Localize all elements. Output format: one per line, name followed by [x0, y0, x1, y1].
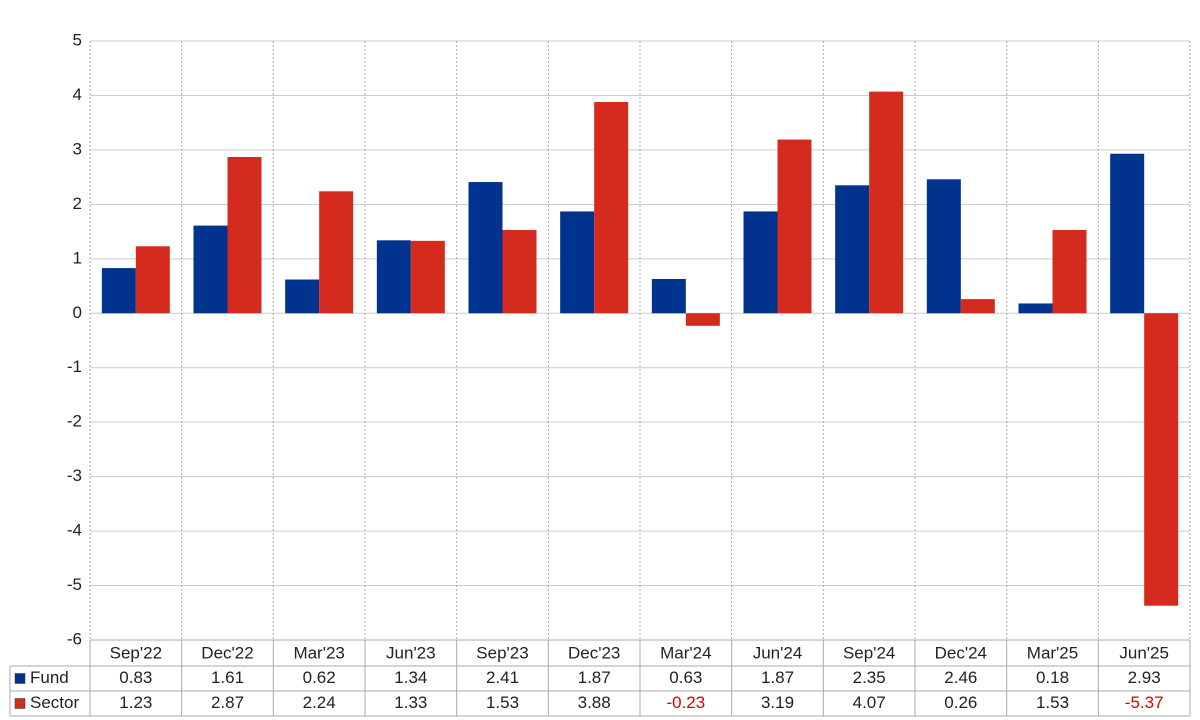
y-tick-label: -3: [67, 466, 82, 485]
bar: [135, 246, 170, 314]
x-tick-label: Mar'25: [1027, 643, 1078, 662]
bar: [1144, 313, 1179, 606]
table-value: 2.35: [853, 668, 886, 687]
table-value: 1.53: [486, 693, 519, 712]
table-value: 2.41: [486, 668, 519, 687]
bar: [869, 91, 904, 314]
y-tick-label: 4: [73, 85, 82, 104]
bar: [319, 191, 354, 314]
x-tick-label: Mar'23: [293, 643, 344, 662]
bar: [777, 139, 812, 314]
legend-label: Fund: [30, 668, 69, 687]
table-value: 2.93: [1128, 668, 1161, 687]
bar: [101, 268, 136, 314]
x-tick-label: Jun'24: [753, 643, 803, 662]
y-tick-label: -5: [67, 575, 82, 594]
y-tick-label: 2: [73, 194, 82, 213]
bar: [685, 313, 720, 326]
table-value: 1.87: [761, 668, 794, 687]
x-tick-label: Sep'24: [843, 643, 895, 662]
table-value: 0.18: [1036, 668, 1069, 687]
legend-swatch: [14, 698, 26, 709]
table-value: 0.26: [944, 693, 977, 712]
bar: [468, 182, 503, 314]
x-tick-label: Jun'25: [1119, 643, 1169, 662]
bar: [743, 211, 778, 314]
table-value: 1.34: [394, 668, 427, 687]
table-value: 0.63: [669, 668, 702, 687]
y-tick-label: 3: [73, 139, 82, 158]
x-tick-label: Sep'23: [476, 643, 528, 662]
legend-swatch: [14, 673, 26, 684]
table-value: 4.07: [853, 693, 886, 712]
y-tick-label: -4: [67, 521, 82, 540]
bar: [285, 279, 320, 314]
legend-label: Sector: [30, 693, 79, 712]
bar: [227, 156, 262, 314]
x-tick-label: Sep'22: [110, 643, 162, 662]
table-value: 2.24: [303, 693, 336, 712]
bar: [502, 229, 537, 314]
bar: [960, 299, 995, 314]
bar: [193, 225, 228, 314]
bar: [1110, 153, 1145, 314]
bar: [376, 240, 411, 314]
bar: [560, 211, 595, 314]
x-tick-label: Dec'23: [568, 643, 620, 662]
bar: [1052, 229, 1087, 314]
table-value: 0.62: [303, 668, 336, 687]
table-value: 2.46: [944, 668, 977, 687]
table-value: 1.87: [578, 668, 611, 687]
x-tick-label: Jun'23: [386, 643, 436, 662]
table-value: -5.37: [1125, 693, 1164, 712]
bar: [410, 240, 445, 314]
y-tick-label: -6: [67, 629, 82, 648]
table-value: -0.23: [666, 693, 705, 712]
bar: [1018, 303, 1053, 314]
x-tick-label: Dec'22: [201, 643, 253, 662]
table-value: 1.23: [119, 693, 152, 712]
y-tick-label: 1: [73, 248, 82, 267]
y-tick-label: 0: [73, 303, 82, 322]
table-value: 1.33: [394, 693, 427, 712]
table-value: 1.61: [211, 668, 244, 687]
y-tick-label: -1: [67, 357, 82, 376]
table-value: 2.87: [211, 693, 244, 712]
y-tick-label: -2: [67, 412, 82, 431]
table-value: 3.88: [578, 693, 611, 712]
table-value: 0.83: [119, 668, 152, 687]
bar: [594, 101, 629, 314]
bar: [926, 179, 961, 314]
x-tick-label: Dec'24: [935, 643, 987, 662]
table-value: 3.19: [761, 693, 794, 712]
bar: [835, 185, 870, 314]
y-tick-label: 5: [73, 30, 82, 49]
x-tick-label: Mar'24: [660, 643, 711, 662]
bar: [651, 278, 686, 314]
table-value: 1.53: [1036, 693, 1069, 712]
